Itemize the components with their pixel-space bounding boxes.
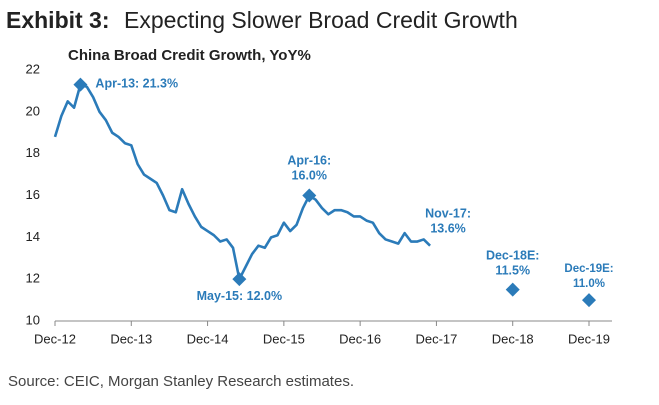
y-tick-label: 18 (26, 145, 40, 160)
chart-subtitle: China Broad Credit Growth, YoY% (68, 47, 311, 64)
data-marker (232, 272, 247, 287)
source-note: Source: CEIC, Morgan Stanley Research es… (8, 373, 354, 390)
data-label: Dec-18E: 11.5% (486, 249, 540, 278)
data-marker (505, 282, 520, 297)
x-tick-label: Dec-15 (263, 331, 305, 346)
x-tick-label: Dec-13 (110, 331, 152, 346)
data-marker (582, 293, 596, 308)
y-tick-label: 20 (26, 103, 40, 118)
data-marker (302, 188, 317, 203)
y-tick-label: 22 (26, 61, 40, 76)
data-label: Dec-19E: 11.0% (564, 263, 613, 290)
x-tick-label: Dec-18 (492, 331, 534, 346)
x-tick-label: Dec-19 (568, 331, 610, 346)
x-tick-label: Dec-17 (415, 331, 457, 346)
x-tick-label: Dec-14 (187, 331, 229, 346)
data-label: May-15: 12.0% (197, 289, 282, 303)
x-tick-label: Dec-16 (339, 331, 381, 346)
data-marker (73, 77, 88, 92)
y-tick-label: 14 (26, 229, 40, 244)
exhibit-label: Exhibit 3: (6, 7, 110, 33)
data-label: Apr-16: 16.0% (287, 154, 331, 183)
data-label: Nov-17: 13.6% (425, 207, 471, 236)
chart-title: Expecting Slower Broad Credit Growth (124, 7, 518, 33)
x-tick-label: Dec-12 (34, 331, 76, 346)
y-tick-label: 12 (26, 271, 40, 286)
data-line (53, 83, 431, 281)
y-tick-label: 10 (26, 312, 40, 327)
y-tick-label: 16 (26, 187, 40, 202)
data-label: Apr-13: 21.3% (95, 77, 178, 91)
